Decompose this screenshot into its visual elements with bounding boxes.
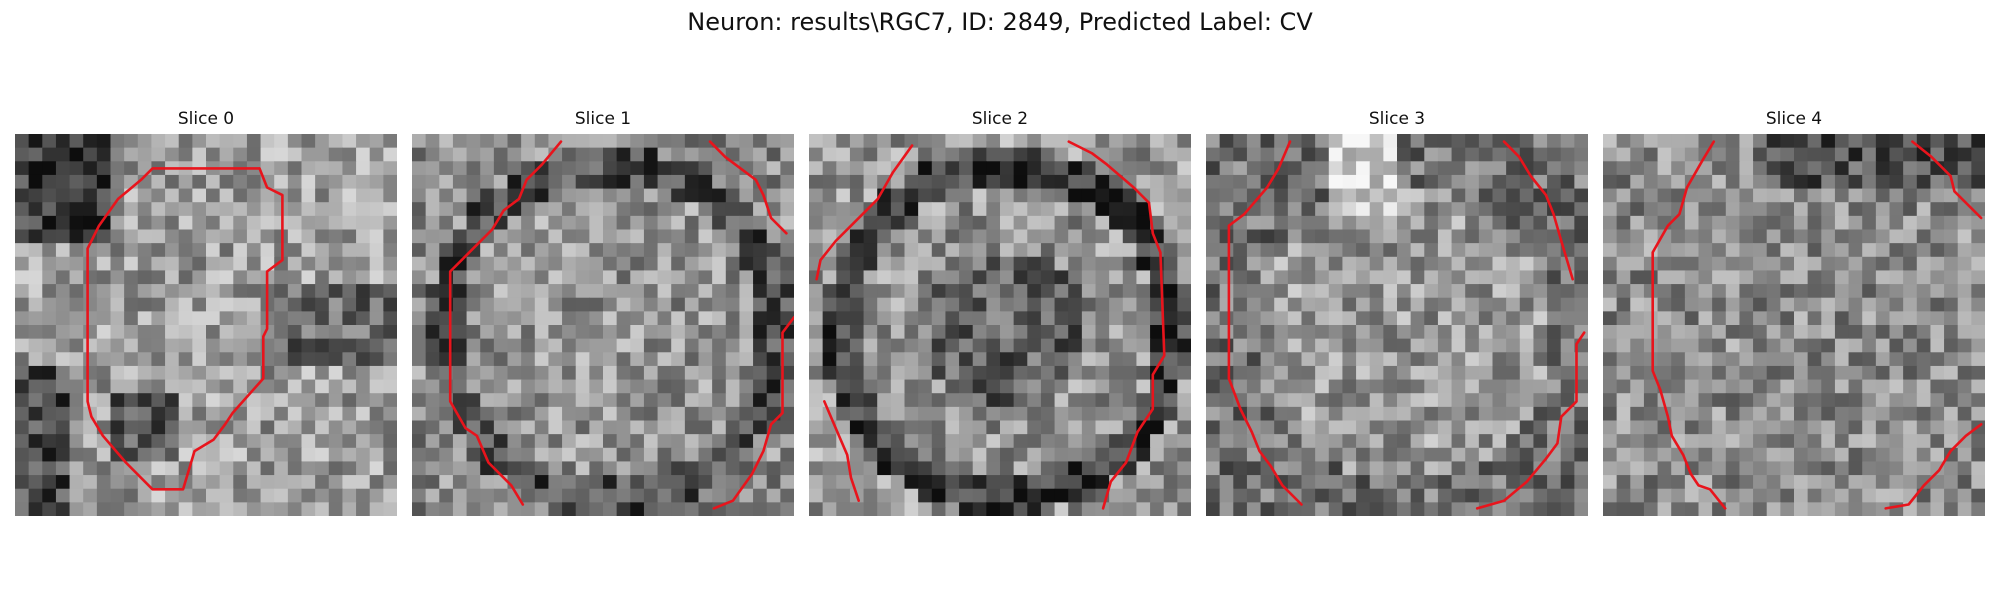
slice-1-contour [448,140,563,506]
slice-image-4 [1603,134,1985,516]
slice-title-1: Slice 1 [574,109,632,129]
slice-title-4: Slice 4 [1765,109,1823,129]
slice-2-contour [1067,140,1166,510]
slice-1-canvas [412,134,794,516]
slice-image-2 [809,134,1191,516]
slice-title-3: Slice 3 [1368,109,1426,129]
slice-3-contour [1502,140,1575,281]
slice-image-3 [1206,134,1588,516]
slice-1-contour [708,140,788,235]
slice-3-contour [1475,331,1586,510]
slice-2-contour [823,400,861,503]
slice-0-contour [86,167,284,491]
slice-2-contour [815,144,914,281]
slice-0-canvas [15,134,397,516]
slice-3-canvas [1206,134,1588,516]
slice-title-0: Slice 0 [177,109,235,129]
slice-1-contour [712,316,794,510]
slice-4-canvas [1603,134,1985,516]
slice-4-contour [1651,140,1727,510]
slice-3-contour [1227,140,1303,506]
slice-4-contour [1911,140,1983,220]
slice-2-canvas [809,134,1191,516]
slice-image-0 [15,134,397,516]
slice-4-contour [1884,422,1983,510]
slice-image-1 [412,134,794,516]
slice-title-2: Slice 2 [971,109,1029,129]
figure-title: Neuron: results\RGC7, ID: 2849, Predicte… [687,8,1313,36]
